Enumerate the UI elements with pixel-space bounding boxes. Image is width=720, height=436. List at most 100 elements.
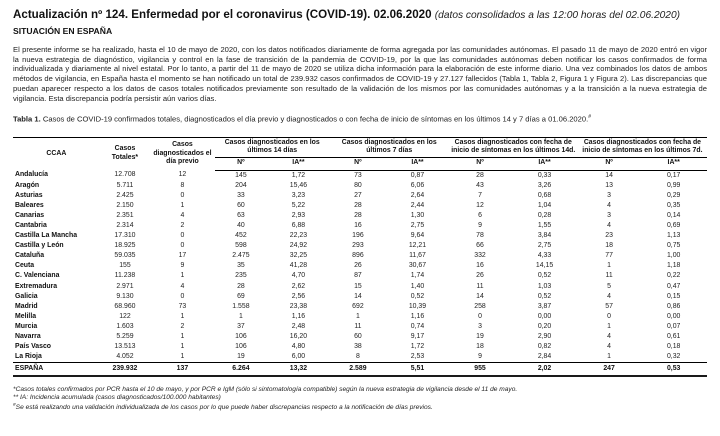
report-title-line: Actualización nº 124. Enfermedad por el … xyxy=(13,7,707,23)
table-row: Baleares 2.150 1 60 5,22 28 2,44 12 1,04 4 0,35 xyxy=(13,201,707,211)
table-row: C. Valenciana 11.238 1 235 4,70 87 1,74 26 0,52 1… xyxy=(13,271,707,281)
value-cell: 1 xyxy=(607,262,611,270)
table-row: Murcia 1.603 2 37 2,48 11 0,74 3 0,20 1 0,07 xyxy=(13,322,707,332)
value-cell: 12 xyxy=(178,171,187,179)
region-name-cell: C. Valenciana xyxy=(15,272,60,280)
value-cell: 11.238 xyxy=(114,272,136,280)
value-cell: 0,15 xyxy=(666,292,681,300)
value-cell: 452 xyxy=(235,232,247,240)
value-cell: 1,72 xyxy=(410,343,425,351)
subheader-num-sintomas-7d: Nº xyxy=(577,157,641,171)
value-cell: 0,32 xyxy=(666,353,681,361)
value-cell: 2.314 xyxy=(116,222,134,229)
value-cell: 1,00 xyxy=(666,252,681,260)
footnote-validacion-marker: # xyxy=(13,403,16,409)
header-dia-previo: Casos diagnosticados el día previo xyxy=(150,136,215,171)
value-cell: 1 xyxy=(180,312,185,320)
value-cell: 3 xyxy=(607,211,611,219)
value-cell: 2.971 xyxy=(116,282,134,290)
table-caption-superscript: # xyxy=(588,114,591,121)
table-caption-label: Tabla 1. xyxy=(13,114,41,124)
value-cell: 2,53 xyxy=(410,353,425,361)
subheader-num-14d: Nº xyxy=(214,157,268,171)
table-row: Ceuta 155 9 35 41,28 26 30,67 16 14,15 1 1,18 xyxy=(13,261,707,271)
value-cell: 4 xyxy=(607,201,611,209)
region-name-cell: Murcia xyxy=(15,322,38,330)
table-row: Navarra 5.259 1 106 16,20 60 9,17 19 2,90 4 0,61 xyxy=(13,332,707,342)
value-cell: 2,62 xyxy=(291,282,306,290)
value-cell: 155 xyxy=(119,262,131,270)
value-cell: 28 xyxy=(354,201,362,209)
value-cell: 63 xyxy=(237,211,245,219)
value-cell: 13.513 xyxy=(114,343,136,351)
value-cell: 60 xyxy=(237,201,245,209)
value-cell: 0 xyxy=(478,312,482,320)
value-cell: 0,17 xyxy=(666,171,681,179)
intro-paragraph: El presente informe se ha realizado, has… xyxy=(13,45,707,103)
value-cell: 1 xyxy=(180,333,185,341)
value-cell: 1,30 xyxy=(410,211,425,219)
footnote-ia-marker: ** xyxy=(13,394,19,402)
table-row: Cataluña 59.035 17 2.475 32,25 896 11,67 332 4,3… xyxy=(13,251,707,261)
table-footer: ESPAÑA 239.932 137 6.264 13,32 2.589 5,51 955 2,… xyxy=(13,362,707,378)
value-cell: 0 xyxy=(180,292,185,300)
value-cell: 87 xyxy=(354,272,362,280)
subheader-ia-14d: IA** xyxy=(267,157,330,171)
value-cell: 4 xyxy=(607,343,611,351)
region-name-cell: Cataluña xyxy=(15,252,45,260)
value-cell: 38 xyxy=(354,343,362,351)
value-cell: 0,86 xyxy=(666,302,681,310)
value-cell: 16 xyxy=(476,262,484,270)
value-cell: 6 xyxy=(478,211,482,219)
footnote-pcr: *Casos totales confirmados por PCR hasta… xyxy=(13,386,707,394)
value-cell: 0,18 xyxy=(666,343,681,351)
value-cell: 0,61 xyxy=(666,333,681,341)
value-cell: 12.708 xyxy=(114,171,136,179)
region-name-cell: Castilla y León xyxy=(15,242,64,250)
value-cell: 1,18 xyxy=(666,262,681,270)
value-cell: 204 xyxy=(235,181,247,189)
value-cell: 1.558 xyxy=(232,302,250,310)
table-row: Andalucía 12.708 12 145 1,72 73 0,87 28 0,33 14 0,… xyxy=(13,170,707,181)
value-cell: 0,52 xyxy=(410,292,425,300)
value-cell: 106 xyxy=(235,343,247,351)
region-name-cell: Navarra xyxy=(15,333,41,341)
value-cell: 6,06 xyxy=(410,181,425,189)
value-cell: 2,02 xyxy=(511,362,578,378)
footnote-ia: ** IA: Incidencia acumulada (casos diagn… xyxy=(13,394,707,402)
value-cell: 57 xyxy=(605,302,613,310)
value-cell: 2,75 xyxy=(410,222,425,229)
value-cell: 0,14 xyxy=(666,211,681,219)
value-cell: 9 xyxy=(478,353,482,361)
covid-cases-table: CCAA Casos Totales* Casos diagnosticados… xyxy=(13,136,707,378)
value-cell: 12,21 xyxy=(408,242,427,250)
value-cell: 2,90 xyxy=(537,333,552,341)
value-cell: 4,80 xyxy=(291,343,306,351)
footnotes: *Casos totales confirmados por PCR hasta… xyxy=(13,386,707,412)
value-cell: 78 xyxy=(476,232,484,240)
table-row: Asturias 2.425 0 33 3,23 27 2,64 7 0,68 3 0,29 xyxy=(13,191,707,201)
value-cell: 80 xyxy=(354,181,362,189)
value-cell: 14 xyxy=(354,292,362,300)
value-cell: 4 xyxy=(607,222,611,229)
value-cell: 0,75 xyxy=(666,242,681,250)
value-cell: 2.150 xyxy=(116,201,134,209)
value-cell: 0 xyxy=(180,191,185,199)
table-header-group-row: CCAA Casos Totales* Casos diagnosticados… xyxy=(13,136,707,171)
value-cell: 896 xyxy=(352,252,364,260)
report-title-note: (datos consolidados a las 12:00 horas de… xyxy=(434,10,681,21)
value-cell: 26 xyxy=(354,262,362,270)
value-cell: 0,33 xyxy=(537,171,552,179)
value-cell: 2,64 xyxy=(410,191,425,199)
value-cell: 196 xyxy=(352,232,364,240)
table-header: CCAA Casos Totales* Casos diagnosticados… xyxy=(13,136,707,171)
value-cell: 28 xyxy=(237,282,245,290)
value-cell: 598 xyxy=(235,242,247,250)
value-cell: 1 xyxy=(239,312,243,320)
value-cell: 10,39 xyxy=(408,302,427,310)
value-cell: 35 xyxy=(237,262,245,270)
table-caption: Tabla 1. Casos de COVID-19 confirmados t… xyxy=(13,114,707,124)
table-row: Galicia 9.130 0 69 2,56 14 0,52 14 0,52 4 0,15 xyxy=(13,292,707,302)
region-name-cell: Ceuta xyxy=(15,262,35,270)
header-group-sintomas-14d: Casos diagnosticados con fecha de inicio… xyxy=(448,136,578,158)
